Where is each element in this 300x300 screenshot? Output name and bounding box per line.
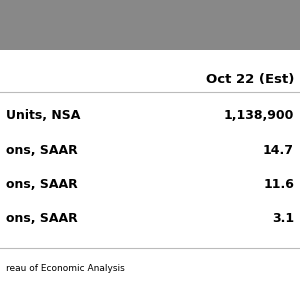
Text: ons, SAAR: ons, SAAR	[6, 143, 78, 157]
Text: Units, NSA: Units, NSA	[6, 109, 80, 122]
Text: reau of Economic Analysis: reau of Economic Analysis	[6, 264, 125, 273]
Text: 3.1: 3.1	[272, 212, 294, 226]
FancyBboxPatch shape	[0, 0, 300, 50]
Text: ons, SAAR: ons, SAAR	[6, 178, 78, 191]
Text: ons, SAAR: ons, SAAR	[6, 212, 78, 226]
Text: 11.6: 11.6	[263, 178, 294, 191]
Text: 1,138,900: 1,138,900	[224, 109, 294, 122]
Text: Oct 22 (Est): Oct 22 (Est)	[206, 73, 294, 86]
Text: 14.7: 14.7	[263, 143, 294, 157]
